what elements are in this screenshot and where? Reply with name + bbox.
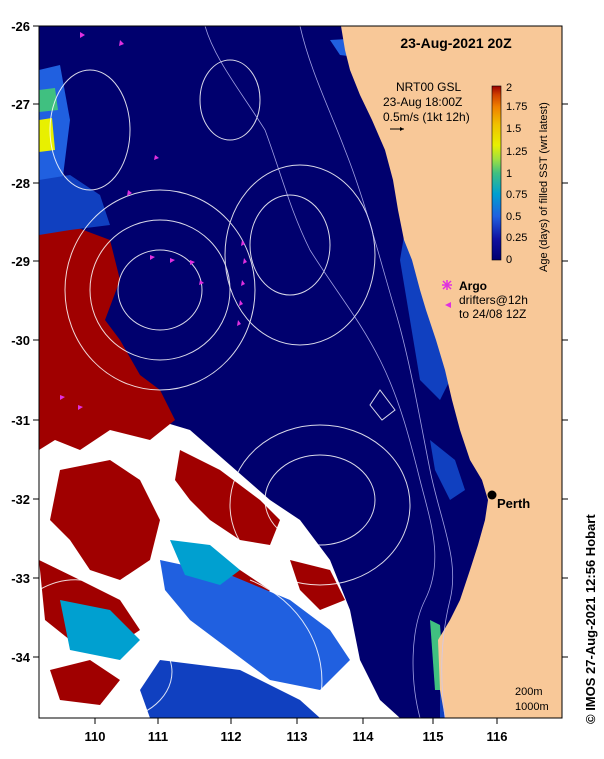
perth-label: Perth xyxy=(497,496,530,511)
isobath-200m: 200m xyxy=(515,686,543,698)
colorbar-tick: 1 xyxy=(506,168,512,180)
colorbar-tick: 1.5 xyxy=(506,123,521,135)
isobath-1000m: 1000m xyxy=(515,701,549,713)
velocity-arrow-head xyxy=(400,127,404,131)
drifters-label: drifters@12h xyxy=(459,293,528,307)
drifters-sub-label: to 24/08 12Z xyxy=(459,307,526,321)
colorbar-tick: 0.75 xyxy=(506,189,527,201)
argo-icon xyxy=(442,280,452,290)
lon-tick-label: 116 xyxy=(487,729,508,744)
perth-marker xyxy=(487,490,497,500)
colorbar: 2 1.75 1.5 1.25 1 0.75 0.5 0.25 0 Age (d… xyxy=(491,82,550,272)
ssh-contours xyxy=(39,59,411,718)
lat-tick-label: -31 xyxy=(11,413,30,428)
lon-tick-label: 111 xyxy=(148,729,168,744)
credit-text: © IMOS 27-Aug-2021 12:56 Hobart xyxy=(583,514,598,724)
lon-tick-labels: 110 111 112 113 114 115 116 xyxy=(85,729,508,744)
product-line-2: 23-Aug 18:00Z xyxy=(383,95,462,109)
colorbar-tick: 0 xyxy=(506,254,512,266)
colorbar-tick: 1.25 xyxy=(506,146,527,158)
lat-tick-label: -28 xyxy=(11,176,30,191)
drifter-arrow-icon xyxy=(445,302,451,308)
lat-tick-label: -27 xyxy=(11,97,30,112)
isobaths xyxy=(204,26,454,718)
lat-tick-label: -32 xyxy=(11,492,30,507)
map-plot-area xyxy=(39,26,562,718)
lon-axis xyxy=(94,718,498,724)
product-line-3: 0.5m/s (1kt 12h) xyxy=(383,110,470,124)
colorbar-tick: 1.75 xyxy=(506,101,527,113)
drifter-tracks xyxy=(60,32,247,410)
isobath-legend: 200m 1000m xyxy=(515,686,549,713)
lat-axis xyxy=(33,25,568,658)
plot-frame xyxy=(38,25,563,719)
lat-tick-label: -26 xyxy=(11,19,30,34)
product-line-1: NRT00 GSL xyxy=(396,80,461,94)
lat-tick-label: -34 xyxy=(11,650,31,665)
colorbar-tick: 2 xyxy=(506,82,512,94)
colorbar-label: Age (days) of filled SST (wrt latest) xyxy=(538,102,550,272)
lat-tick-label: -29 xyxy=(11,254,30,269)
lon-tick-label: 113 xyxy=(287,729,308,744)
lon-tick-label: 110 xyxy=(85,729,106,744)
colorbar-gradient xyxy=(491,85,502,261)
lat-tick-label: -33 xyxy=(11,571,30,586)
colorbar-tick: 0.5 xyxy=(506,211,521,223)
map-title: 23-Aug-2021 20Z xyxy=(400,35,512,51)
lat-tick-labels: -26 -27 -28 -29 -30 -31 -32 -33 -34 xyxy=(11,19,31,665)
lon-tick-label: 112 xyxy=(221,729,242,744)
argo-label: Argo xyxy=(459,279,487,293)
colorbar-ticks: 2 1.75 1.5 1.25 1 0.75 0.5 0.25 0 xyxy=(506,82,527,266)
drifter-legend: Argo drifters@12h to 24/08 12Z xyxy=(442,279,528,321)
product-info: NRT00 GSL 23-Aug 18:00Z 0.5m/s (1kt 12h) xyxy=(383,80,470,131)
colorbar-tick: 0.25 xyxy=(506,232,527,244)
lat-tick-label: -30 xyxy=(11,333,30,348)
land-mass xyxy=(341,26,562,718)
lon-tick-label: 114 xyxy=(353,729,375,744)
lon-tick-label: 115 xyxy=(423,729,444,744)
